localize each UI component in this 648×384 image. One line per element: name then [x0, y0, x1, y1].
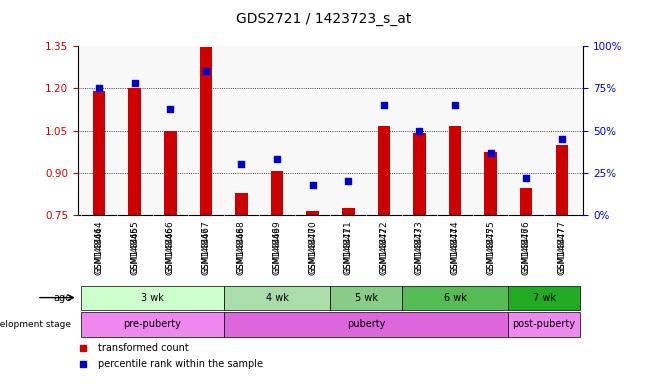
Text: pre-puberty: pre-puberty: [124, 319, 181, 329]
FancyBboxPatch shape: [330, 286, 402, 310]
Bar: [378, 126, 390, 215]
Point: [94, 85, 104, 91]
Text: GSM148464: GSM148464: [95, 227, 104, 273]
Text: GDS2721 / 1423723_s_at: GDS2721 / 1423723_s_at: [237, 12, 411, 25]
Bar: [235, 192, 248, 215]
Point: [414, 127, 424, 134]
Point: [557, 136, 567, 142]
FancyBboxPatch shape: [509, 313, 580, 336]
Point: [450, 102, 460, 108]
Bar: [342, 208, 354, 215]
Text: GSM148470: GSM148470: [308, 227, 317, 273]
Bar: [200, 48, 212, 215]
Point: [237, 161, 247, 167]
Text: 4 wk: 4 wk: [266, 293, 288, 303]
FancyBboxPatch shape: [224, 286, 330, 310]
Text: 3 wk: 3 wk: [141, 293, 164, 303]
Text: GSM148465: GSM148465: [130, 227, 139, 273]
Text: 5 wk: 5 wk: [354, 293, 378, 303]
Point: [201, 68, 211, 74]
Text: GSM148473: GSM148473: [415, 227, 424, 273]
Text: transformed count: transformed count: [98, 343, 189, 353]
Bar: [164, 131, 176, 215]
Text: GSM148474: GSM148474: [450, 227, 459, 273]
FancyBboxPatch shape: [81, 286, 224, 310]
Text: 7 wk: 7 wk: [533, 293, 555, 303]
Bar: [555, 145, 568, 215]
Point: [485, 149, 496, 156]
Point: [343, 178, 353, 184]
Point: [308, 182, 318, 188]
Text: age: age: [53, 293, 71, 303]
Text: GSM148477: GSM148477: [557, 227, 566, 273]
Text: GSM148472: GSM148472: [379, 227, 388, 273]
Bar: [520, 188, 533, 215]
Point: [130, 80, 140, 86]
Text: development stage: development stage: [0, 320, 71, 329]
Point: [165, 106, 176, 112]
FancyBboxPatch shape: [402, 286, 509, 310]
Point: [272, 156, 283, 162]
Bar: [413, 133, 426, 215]
Text: GSM148468: GSM148468: [237, 227, 246, 273]
Text: 6 wk: 6 wk: [444, 293, 467, 303]
Text: GSM148467: GSM148467: [202, 227, 211, 273]
Point: [521, 175, 531, 181]
Text: GSM148476: GSM148476: [522, 227, 531, 273]
Bar: [271, 171, 283, 215]
Text: GSM148469: GSM148469: [273, 227, 282, 273]
Text: puberty: puberty: [347, 319, 386, 329]
Text: post-puberty: post-puberty: [513, 319, 575, 329]
Bar: [485, 152, 497, 215]
Text: percentile rank within the sample: percentile rank within the sample: [98, 359, 263, 369]
Text: GSM148475: GSM148475: [486, 227, 495, 273]
FancyBboxPatch shape: [509, 286, 580, 310]
FancyBboxPatch shape: [224, 313, 509, 336]
Bar: [93, 91, 106, 215]
Bar: [449, 126, 461, 215]
Text: GSM148466: GSM148466: [166, 227, 175, 273]
Text: GSM148471: GSM148471: [344, 227, 353, 273]
Bar: [307, 211, 319, 215]
Bar: [128, 88, 141, 215]
Point: [378, 102, 389, 108]
FancyBboxPatch shape: [81, 313, 224, 336]
